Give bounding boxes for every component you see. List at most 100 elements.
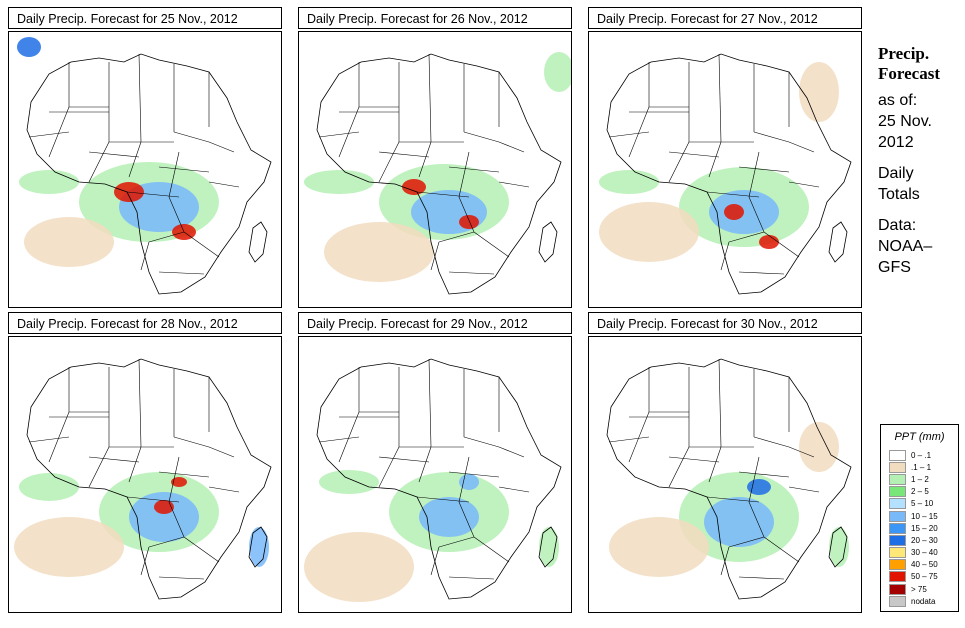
precip-area	[17, 37, 41, 57]
country-border	[338, 411, 360, 463]
country-border	[448, 576, 495, 580]
legend-label: 20 – 30	[911, 535, 938, 545]
country-border	[498, 181, 530, 188]
madagascar-outline	[248, 526, 268, 568]
country-border	[158, 271, 205, 275]
country-border	[668, 141, 690, 183]
country-border	[458, 151, 475, 233]
country-border	[148, 536, 185, 548]
madagascar-outline	[828, 221, 848, 263]
precip-area	[724, 204, 744, 220]
precip-area	[799, 422, 839, 472]
country-border	[608, 436, 650, 443]
precip-area	[799, 62, 839, 122]
country-border	[418, 141, 432, 178]
precip-area	[544, 52, 571, 92]
legend-label: .1 – 1	[911, 462, 932, 472]
side-info: Precip. Forecast as of: 25 Nov. 2012 Dai…	[878, 44, 963, 278]
precip-area	[249, 527, 269, 567]
country-border	[718, 358, 722, 448]
precip-area	[19, 170, 79, 194]
country-border	[378, 141, 400, 183]
forecast-panel-5: Daily Precip. Forecast for 29 Nov., 2012	[298, 312, 574, 614]
precip-area	[304, 170, 374, 194]
country-border	[463, 131, 525, 153]
precip-area	[14, 517, 124, 577]
forecast-panel-3: Daily Precip. Forecast for 27 Nov., 2012	[588, 7, 864, 309]
country-border	[378, 151, 430, 158]
country-border	[378, 456, 430, 463]
legend-item: nodata	[881, 595, 958, 607]
country-border	[28, 131, 70, 138]
legend-item: 5 – 10	[881, 498, 958, 510]
africa-precip-map	[588, 31, 862, 308]
country-border	[718, 53, 722, 143]
country-border	[88, 446, 110, 488]
legend-label: 50 – 75	[911, 572, 938, 582]
precip-area	[829, 527, 849, 567]
asof-label: as of:	[878, 92, 918, 109]
precip-area	[459, 474, 479, 490]
country-border	[168, 151, 185, 233]
country-border	[438, 231, 475, 243]
country-border	[448, 271, 495, 275]
africa-outline	[606, 358, 852, 600]
totals-label: Totals	[878, 186, 920, 203]
country-border	[430, 241, 440, 271]
country-border	[126, 496, 180, 503]
country-border	[738, 471, 790, 478]
country-border	[720, 546, 730, 576]
country-border	[788, 486, 820, 493]
legend-item: 30 – 40	[881, 547, 958, 559]
country-border	[140, 546, 150, 576]
legend-label: > 75	[911, 584, 927, 594]
legend-label: 2 – 5	[911, 487, 929, 497]
country-border	[48, 411, 70, 463]
country-border	[708, 446, 722, 483]
data-label: Data:	[878, 217, 917, 234]
country-border	[158, 471, 210, 478]
precip-area	[319, 470, 379, 494]
country-border	[416, 191, 470, 198]
country-border	[708, 141, 722, 178]
forecast-panel-6: Daily Precip. Forecast for 30 Nov., 2012	[588, 312, 864, 614]
panel-title: Daily Precip. Forecast for 30 Nov., 2012	[588, 312, 862, 334]
country-border	[668, 456, 720, 463]
panel-title: Daily Precip. Forecast for 25 Nov., 2012	[8, 7, 282, 29]
precip-area	[599, 202, 699, 262]
legend-swatch	[889, 522, 906, 534]
country-border	[668, 151, 720, 158]
panel-title: Daily Precip. Forecast for 29 Nov., 2012	[298, 312, 572, 334]
country-border	[140, 241, 150, 271]
country-border	[448, 166, 500, 173]
country-border	[318, 436, 360, 443]
africa-precip-map	[298, 31, 572, 308]
precip-area	[24, 217, 114, 267]
country-border	[463, 436, 525, 458]
precip-area	[759, 235, 779, 249]
country-border	[418, 446, 432, 483]
country-border	[473, 231, 510, 258]
country-border	[183, 536, 220, 563]
daily-label: Daily	[878, 165, 914, 182]
legend-swatch	[889, 510, 906, 522]
africa-outline	[316, 53, 562, 295]
africa-outline	[26, 53, 272, 295]
legend-label: nodata	[911, 596, 936, 606]
country-border	[498, 486, 530, 493]
country-border	[173, 131, 235, 153]
country-border	[428, 358, 432, 448]
country-border	[728, 231, 765, 243]
country-border	[138, 358, 142, 448]
country-border	[628, 411, 650, 463]
country-border	[168, 456, 185, 538]
country-border	[738, 166, 790, 173]
precip-area	[459, 215, 479, 229]
country-border	[428, 53, 432, 143]
country-border	[48, 106, 70, 158]
precip-area	[19, 473, 79, 501]
legend-label: 5 – 10	[911, 499, 934, 509]
precip-area	[304, 532, 414, 602]
country-border	[208, 181, 240, 188]
country-border	[458, 456, 475, 538]
